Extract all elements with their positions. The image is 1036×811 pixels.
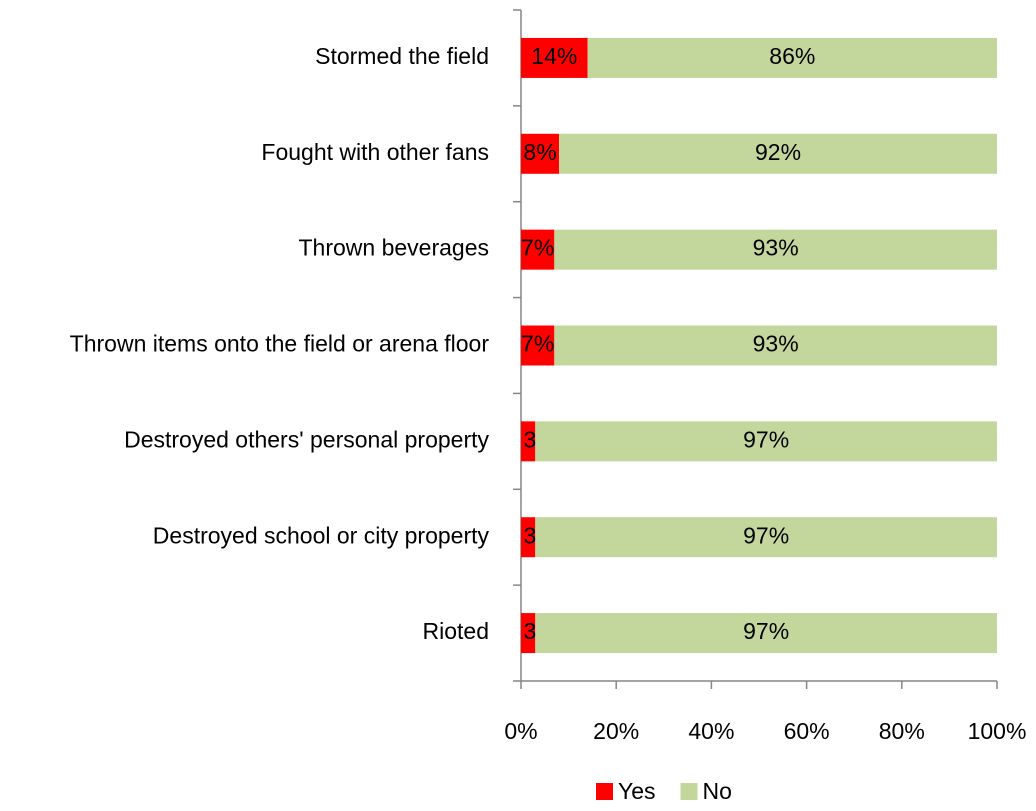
x-tick-label: 20% (593, 718, 639, 744)
category-label: Rioted (423, 618, 489, 644)
bar-segment (521, 421, 536, 462)
data-label: 93% (753, 235, 799, 261)
data-label: 97% (743, 618, 789, 644)
bar-segment (535, 517, 997, 558)
bar-segment (559, 133, 997, 174)
data-label: 93% (753, 331, 799, 357)
category-label: Destroyed others' personal property (124, 426, 489, 452)
data-label: 7% (521, 235, 554, 261)
category-label: Fought with other fans (261, 139, 489, 165)
category-label: Thrown beverages (299, 235, 490, 261)
legend-swatch (680, 783, 698, 800)
bar-segment (521, 613, 536, 654)
bar-segment (521, 133, 560, 174)
data-label: 8% (523, 139, 556, 165)
legend-swatch (596, 783, 613, 800)
bar-segment (535, 613, 997, 654)
data-label: 14% (531, 43, 577, 69)
data-label: 97% (743, 522, 789, 548)
data-label: 97% (743, 426, 789, 452)
legend-label: Yes (618, 778, 656, 804)
bar-segment (587, 37, 997, 78)
bar-segment (521, 517, 536, 558)
x-tick-label: 60% (784, 718, 830, 744)
bar-segment (521, 325, 555, 366)
data-label: 92% (755, 139, 801, 165)
category-label: Destroyed school or city property (153, 522, 490, 548)
x-tick-label: 80% (879, 718, 925, 744)
category-label: Stormed the field (315, 43, 489, 69)
bar-segment (521, 229, 555, 270)
data-label: 7% (521, 331, 554, 357)
bar-segment (554, 325, 997, 366)
bar-segment (521, 37, 588, 78)
x-tick-label: 40% (688, 718, 734, 744)
bar-segment (535, 421, 997, 462)
x-tick-label: 100% (968, 718, 1027, 744)
bar-segment (554, 229, 997, 270)
legend-label: No (703, 778, 732, 804)
x-tick-label: 0% (504, 718, 537, 744)
data-label: 86% (769, 43, 815, 69)
category-label: Thrown items onto the field or arena flo… (70, 331, 490, 357)
